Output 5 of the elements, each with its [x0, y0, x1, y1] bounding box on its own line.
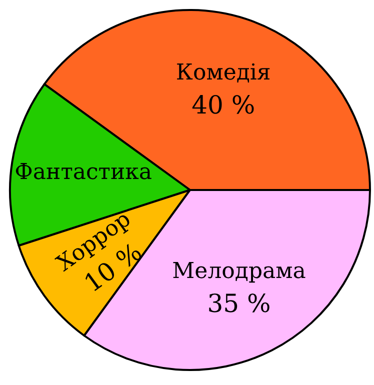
slice-label: Фантастика	[14, 160, 152, 186]
data-label: 35 %	[207, 289, 271, 318]
data-label: 40 %	[192, 90, 256, 120]
slice-label: Комедія	[176, 60, 271, 86]
slice-label: Мелодрама	[172, 259, 306, 284]
